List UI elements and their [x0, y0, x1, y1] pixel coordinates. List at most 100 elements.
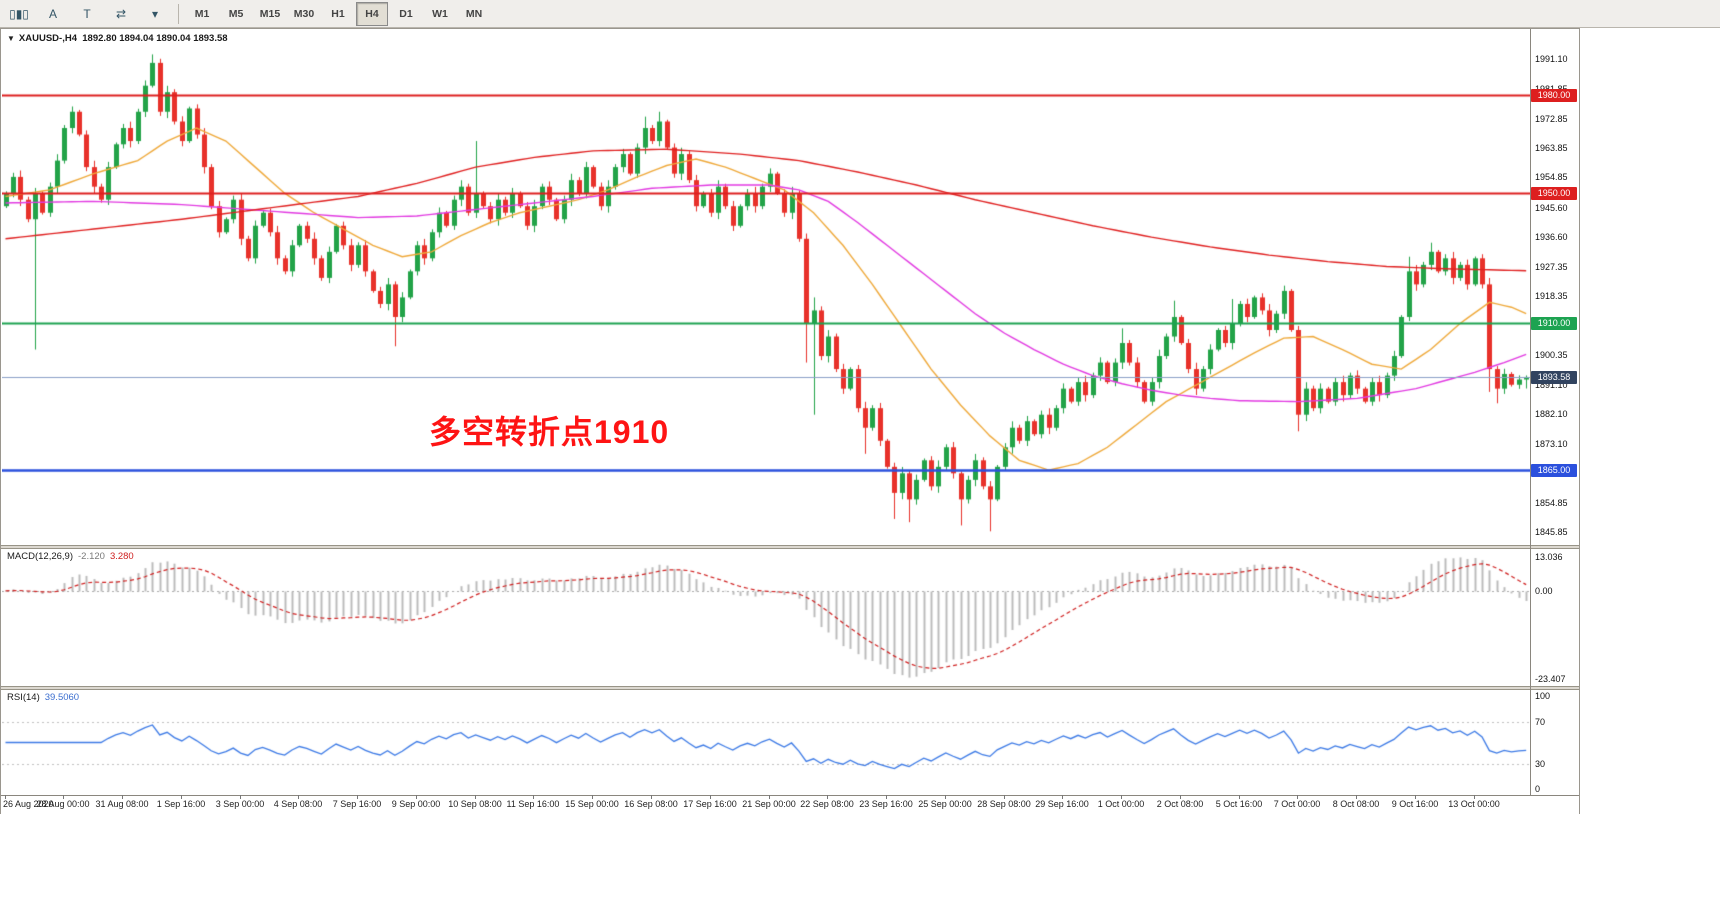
price-badge-1980: 1980.00	[1531, 89, 1577, 103]
dropdown-caret-icon[interactable]: ▾	[151, 6, 159, 21]
price-scale-label: 1936.60	[1535, 231, 1568, 242]
macd-scale-label: 0.00	[1535, 585, 1553, 596]
cycle-arrows-icon[interactable]: ⇄	[115, 6, 127, 21]
time-axis-tick	[5, 795, 6, 799]
time-axis-tick	[1474, 795, 1475, 799]
macd-name: MACD(12,26,9)	[7, 551, 73, 562]
price-badge-1865: 1865.00	[1531, 464, 1577, 478]
time-axis-label: 25 Sep 00:00	[918, 799, 972, 809]
price-scale-label: 1954.85	[1535, 172, 1568, 183]
price-badge-1910: 1910.00	[1531, 317, 1577, 331]
price-scale-border	[1530, 29, 1531, 795]
time-axis-label: 11 Sep 16:00	[506, 799, 560, 809]
price-scale-label: 1945.60	[1535, 202, 1568, 213]
pane-separator-macd[interactable]	[1, 545, 1579, 549]
time-axis-label: 28 Aug 00:00	[36, 799, 90, 809]
tf-button-M1[interactable]: M1	[194, 7, 210, 20]
price-scale-label: 1854.85	[1535, 498, 1568, 509]
annotation-a-icon[interactable]: A	[48, 6, 57, 21]
rsi-scale-label: 0	[1535, 784, 1541, 794]
price-badge-1950: 1950.00	[1531, 187, 1577, 201]
tf-button-D1[interactable]: D1	[399, 7, 413, 20]
price-badge-current: 1893.58	[1531, 370, 1577, 384]
time-axis-tick	[1121, 795, 1122, 799]
text-box-icon[interactable]: T	[83, 6, 91, 21]
collapse-chevron-icon[interactable]: ▼	[7, 34, 15, 43]
tf-button-M15[interactable]: M15	[259, 7, 281, 20]
symbol-timeframe-label: XAUUSD-,H4	[18, 33, 77, 44]
time-axis-label: 1 Oct 00:00	[1097, 799, 1145, 809]
macd-scale-label: -23.407	[1535, 674, 1566, 684]
price-scale-label: 1900.35	[1535, 349, 1568, 360]
time-axis-tick	[298, 795, 299, 799]
time-axis-tick	[416, 795, 417, 799]
price-scale-label: 1963.85	[1535, 143, 1568, 154]
price-scale-label: 1927.35	[1535, 261, 1568, 272]
macd-label: MACD(12,26,9) -2.120 3.280	[7, 551, 134, 562]
time-axis-label: 2 Oct 08:00	[1156, 799, 1204, 809]
tf-button-MN[interactable]: MN	[465, 7, 483, 20]
time-axis-label: 26 Aug 2020	[3, 799, 54, 809]
time-axis-tick	[63, 795, 64, 799]
price-scale-label: 1991.10	[1535, 54, 1568, 65]
candle-chart-icon[interactable]: ▯▮▯	[9, 6, 29, 21]
time-axis-label: 13 Oct 00:00	[1448, 799, 1500, 809]
time-axis-label: 31 Aug 08:00	[95, 799, 149, 809]
time-axis-label: 9 Oct 16:00	[1391, 799, 1439, 809]
rsi-scale-label: 100	[1535, 691, 1551, 701]
tf-button-H1[interactable]: H1	[331, 7, 345, 20]
time-axis-label: 4 Sep 08:00	[273, 799, 323, 809]
chart-window: ▼ XAUUSD-,H4 1892.80 1894.04 1890.04 1893…	[0, 28, 1580, 814]
time-axis-label: 15 Sep 00:00	[565, 799, 619, 809]
text-annotation-1910[interactable]: 多空转折点1910	[429, 414, 670, 450]
rsi-value: 39.5060	[44, 692, 80, 703]
time-axis-label: 10 Sep 08:00	[448, 799, 502, 809]
tf-button-H4[interactable]: H4	[356, 1, 388, 26]
macd-scale-label: 13.036	[1535, 552, 1563, 562]
price-scale-label: 1882.10	[1535, 409, 1568, 420]
time-axis-label: 8 Oct 08:00	[1332, 799, 1380, 809]
chart-title: ▼ XAUUSD-,H4 1892.80 1894.04 1890.04 1893…	[7, 33, 228, 44]
rsi-name: RSI(14)	[7, 692, 40, 703]
time-axis-tick	[533, 795, 534, 799]
time-axis-tick	[710, 795, 711, 799]
time-axis	[1, 795, 1579, 814]
time-axis-tick	[1004, 795, 1005, 799]
time-axis-tick	[1356, 795, 1357, 799]
pane-separator-rsi[interactable]	[1, 686, 1579, 690]
tf-button-M30[interactable]: M30	[293, 7, 315, 20]
time-axis-label: 1 Sep 16:00	[156, 799, 206, 809]
time-axis-tick	[122, 795, 123, 799]
main-chart-canvas[interactable]	[2, 29, 1530, 545]
macd-indicator-canvas[interactable]	[2, 549, 1530, 686]
time-axis-tick	[240, 795, 241, 799]
time-axis-label: 7 Sep 16:00	[332, 799, 382, 809]
time-axis-tick	[886, 795, 887, 799]
time-axis-tick	[1180, 795, 1181, 799]
time-axis-label: 9 Sep 00:00	[391, 799, 441, 809]
time-axis-label: 17 Sep 16:00	[683, 799, 737, 809]
time-axis-label: 29 Sep 16:00	[1035, 799, 1089, 809]
time-axis-tick	[1415, 795, 1416, 799]
toolbar-icon-group: ▯▮▯ A T ⇄ ▾	[3, 2, 171, 26]
time-axis-label: 28 Sep 08:00	[977, 799, 1031, 809]
ohlc-values: 1892.80 1894.04 1890.04 1893.58	[82, 33, 228, 44]
time-axis-tick	[769, 795, 770, 799]
time-axis-label: 21 Sep 00:00	[742, 799, 796, 809]
toolbar: ▯▮▯ A T ⇄ ▾ M1 M5 M15 M30 H1 H4 D1 W1 MN	[0, 0, 1720, 28]
price-scale-label: 1972.85	[1535, 113, 1568, 124]
rsi-scale-label: 30	[1535, 758, 1546, 769]
tf-button-M5[interactable]: M5	[228, 7, 244, 20]
time-axis-tick	[1062, 795, 1063, 799]
time-axis-label: 23 Sep 16:00	[859, 799, 913, 809]
time-axis-tick	[945, 795, 946, 799]
macd-value-main: -2.120	[78, 551, 105, 562]
tf-button-W1[interactable]: W1	[432, 7, 448, 20]
time-axis-label: 5 Oct 16:00	[1215, 799, 1263, 809]
time-axis-tick	[475, 795, 476, 799]
time-axis-tick	[357, 795, 358, 799]
rsi-indicator-canvas[interactable]	[2, 690, 1530, 795]
toolbar-separator	[178, 3, 179, 24]
time-axis-label: 22 Sep 08:00	[800, 799, 854, 809]
